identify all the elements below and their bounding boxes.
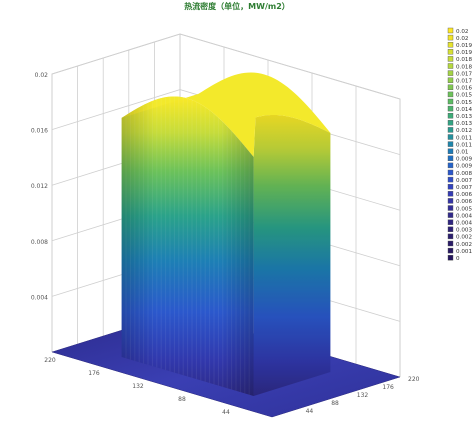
y-tick-label: 88	[331, 400, 339, 407]
legend-swatch	[447, 148, 454, 154]
legend-swatch	[447, 233, 454, 240]
legend-label: 0.011	[456, 142, 472, 148]
legend-swatch	[447, 91, 454, 98]
z-tick-label: 0.016	[31, 128, 48, 135]
legend-label: 0.013	[456, 114, 472, 120]
legend-swatch	[447, 42, 454, 48]
z-tick-label: 0.008	[31, 239, 48, 246]
legend-swatch	[447, 70, 454, 76]
y-tick-label: 176	[382, 384, 394, 391]
x-tick-label: 176	[88, 370, 100, 377]
y-tick-label: 44	[306, 408, 314, 415]
surface-mesh	[51, 72, 401, 418]
surface-right-shade	[253, 114, 331, 396]
chart-title: 热流密度（单位，MW/m2）	[184, 2, 290, 11]
legend-label: 0.011	[456, 135, 472, 141]
legend-swatch	[447, 27, 454, 34]
legend-label: 0.009	[456, 157, 472, 163]
legend-label: 0.006	[456, 199, 472, 205]
legend-swatch	[447, 240, 454, 247]
legend-label: 0.01	[456, 150, 469, 156]
y-tick-label: 220	[408, 376, 420, 383]
legend-swatch	[447, 98, 454, 105]
legend-swatch	[447, 162, 454, 169]
legend-label: 0.006	[456, 192, 472, 198]
legend-swatch	[447, 49, 454, 55]
legend-label: 0.003	[456, 228, 472, 234]
x-tick-label: 88	[178, 396, 186, 403]
legend-label: 0.018	[456, 57, 472, 63]
legend-label: 0.007	[456, 178, 472, 184]
legend-label: 0.015	[456, 93, 472, 99]
legend-swatch	[447, 120, 454, 126]
legend-label: 0.019	[456, 50, 472, 56]
legend-label: 0.004	[456, 213, 472, 219]
legend-swatch	[447, 112, 454, 119]
legend-label: 0.013	[456, 121, 472, 127]
legend-swatch	[447, 63, 454, 69]
x-tick-label: 44	[222, 409, 230, 416]
legend-swatch	[447, 212, 454, 218]
legend-label: 0.014	[456, 107, 472, 113]
legend-label: 0.019	[456, 43, 472, 49]
surface-right-face	[253, 114, 331, 396]
legend-swatch	[447, 84, 454, 91]
legend-swatch	[447, 141, 454, 147]
x-tick-label: 132	[132, 383, 144, 390]
z-tick-label: 0.02	[35, 72, 49, 79]
legend-label: 0.018	[456, 64, 472, 70]
legend-swatch	[447, 169, 454, 176]
legend-swatch	[447, 34, 454, 41]
surface-top-cap	[121, 72, 331, 157]
y-tick-label: 132	[357, 392, 369, 399]
legend-swatch	[447, 191, 454, 197]
legend-label: 0.02	[456, 36, 468, 42]
axis-ticks: 0.004 0.008 0.012 0.016 0.02 220 176 132 88 44 44 8…	[31, 72, 420, 416]
legend-label: 0.008	[456, 171, 472, 177]
legend-label: 0.002	[456, 242, 472, 248]
surface-front-shade	[121, 96, 254, 396]
legend-swatch	[447, 183, 454, 190]
legend-swatch	[447, 127, 454, 133]
legend-label: 0.002	[456, 235, 472, 241]
legend-label: 0.004	[456, 221, 472, 227]
legend-swatch	[447, 105, 454, 112]
z-tick-label: 0.004	[31, 294, 48, 301]
legend-swatch	[447, 77, 454, 83]
legend-label: 0	[456, 256, 460, 262]
x-tick-label: 220	[44, 357, 56, 364]
legend-swatch	[447, 247, 454, 254]
legend-label: 0.012	[456, 128, 472, 134]
legend-label: 0.016	[456, 86, 472, 92]
legend-swatch	[447, 134, 454, 140]
legend-swatch	[447, 56, 454, 62]
legend-label: 0.017	[456, 79, 472, 85]
legend-swatch	[447, 254, 454, 261]
legend-label: 0.005	[456, 206, 472, 212]
legend-label: 0.017	[456, 71, 472, 77]
legend: 0.020.020.0190.0190.0180.0180.0170.0170.…	[447, 27, 472, 262]
z-tick-label: 0.012	[31, 183, 48, 190]
legend-label: 0.001	[456, 249, 472, 255]
legend-swatch	[447, 219, 454, 225]
legend-swatch	[447, 226, 454, 233]
legend-label: 0.015	[456, 100, 472, 106]
legend-swatch	[447, 205, 454, 211]
legend-label: 0.009	[456, 164, 472, 170]
legend-label: 0.02	[456, 29, 468, 35]
legend-swatch	[447, 155, 454, 162]
legend-swatch	[447, 176, 454, 183]
legend-swatch	[447, 198, 454, 204]
legend-label: 0.007	[456, 185, 472, 191]
